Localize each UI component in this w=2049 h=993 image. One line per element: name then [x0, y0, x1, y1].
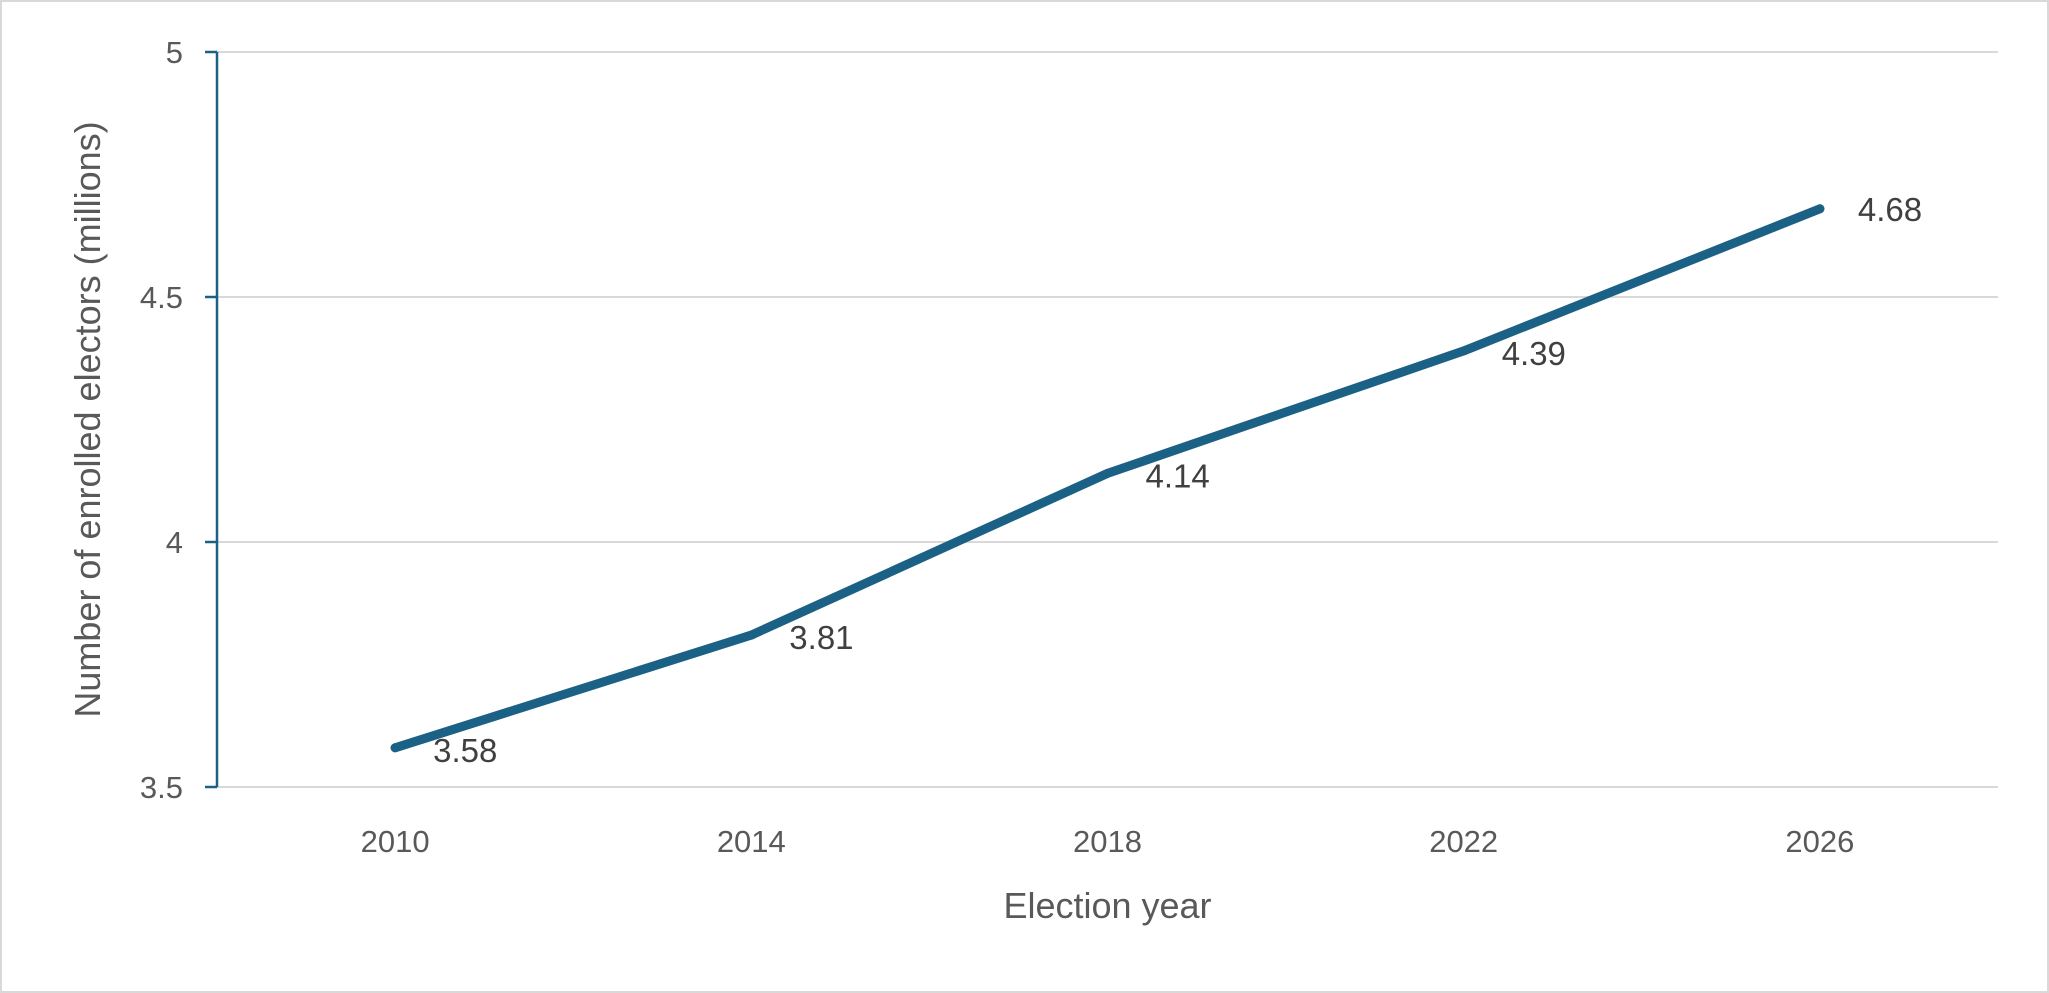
data-point — [1459, 346, 1469, 356]
data-label: 4.14 — [1146, 457, 1210, 494]
data-point — [746, 630, 756, 640]
y-tick-label: 4.5 — [140, 280, 183, 315]
y-axis-title: Number of enrolled electors (millions) — [67, 121, 108, 717]
data-labels: 3.58 3.81 4.14 4.39 4.68 — [433, 191, 1922, 769]
data-point — [1103, 468, 1112, 478]
y-axis — [205, 50, 219, 789]
data-label: 4.68 — [1858, 191, 1922, 228]
tick-labels: 3.5 4 4.5 5 2010 2014 2018 2022 2026 — [140, 35, 1854, 859]
x-tick-label: 2010 — [361, 824, 430, 859]
data-label: 3.81 — [789, 619, 853, 656]
y-tick-label: 4 — [166, 525, 183, 560]
y-tick-label: 3.5 — [140, 770, 183, 805]
data-label: 3.58 — [433, 732, 497, 769]
x-tick-label: 2026 — [1785, 824, 1854, 859]
y-tick-label: 5 — [166, 35, 183, 70]
data-point — [1815, 204, 1825, 214]
x-tick-label: 2014 — [717, 824, 786, 859]
data-label: 4.39 — [1502, 335, 1566, 372]
data-point — [390, 743, 400, 753]
x-tick-label: 2022 — [1429, 824, 1498, 859]
series — [390, 204, 1825, 753]
gridlines — [217, 51, 1998, 788]
series-line — [390, 204, 1825, 753]
x-tick-label: 2018 — [1073, 824, 1142, 859]
x-axis-title: Election year — [1003, 885, 1211, 926]
